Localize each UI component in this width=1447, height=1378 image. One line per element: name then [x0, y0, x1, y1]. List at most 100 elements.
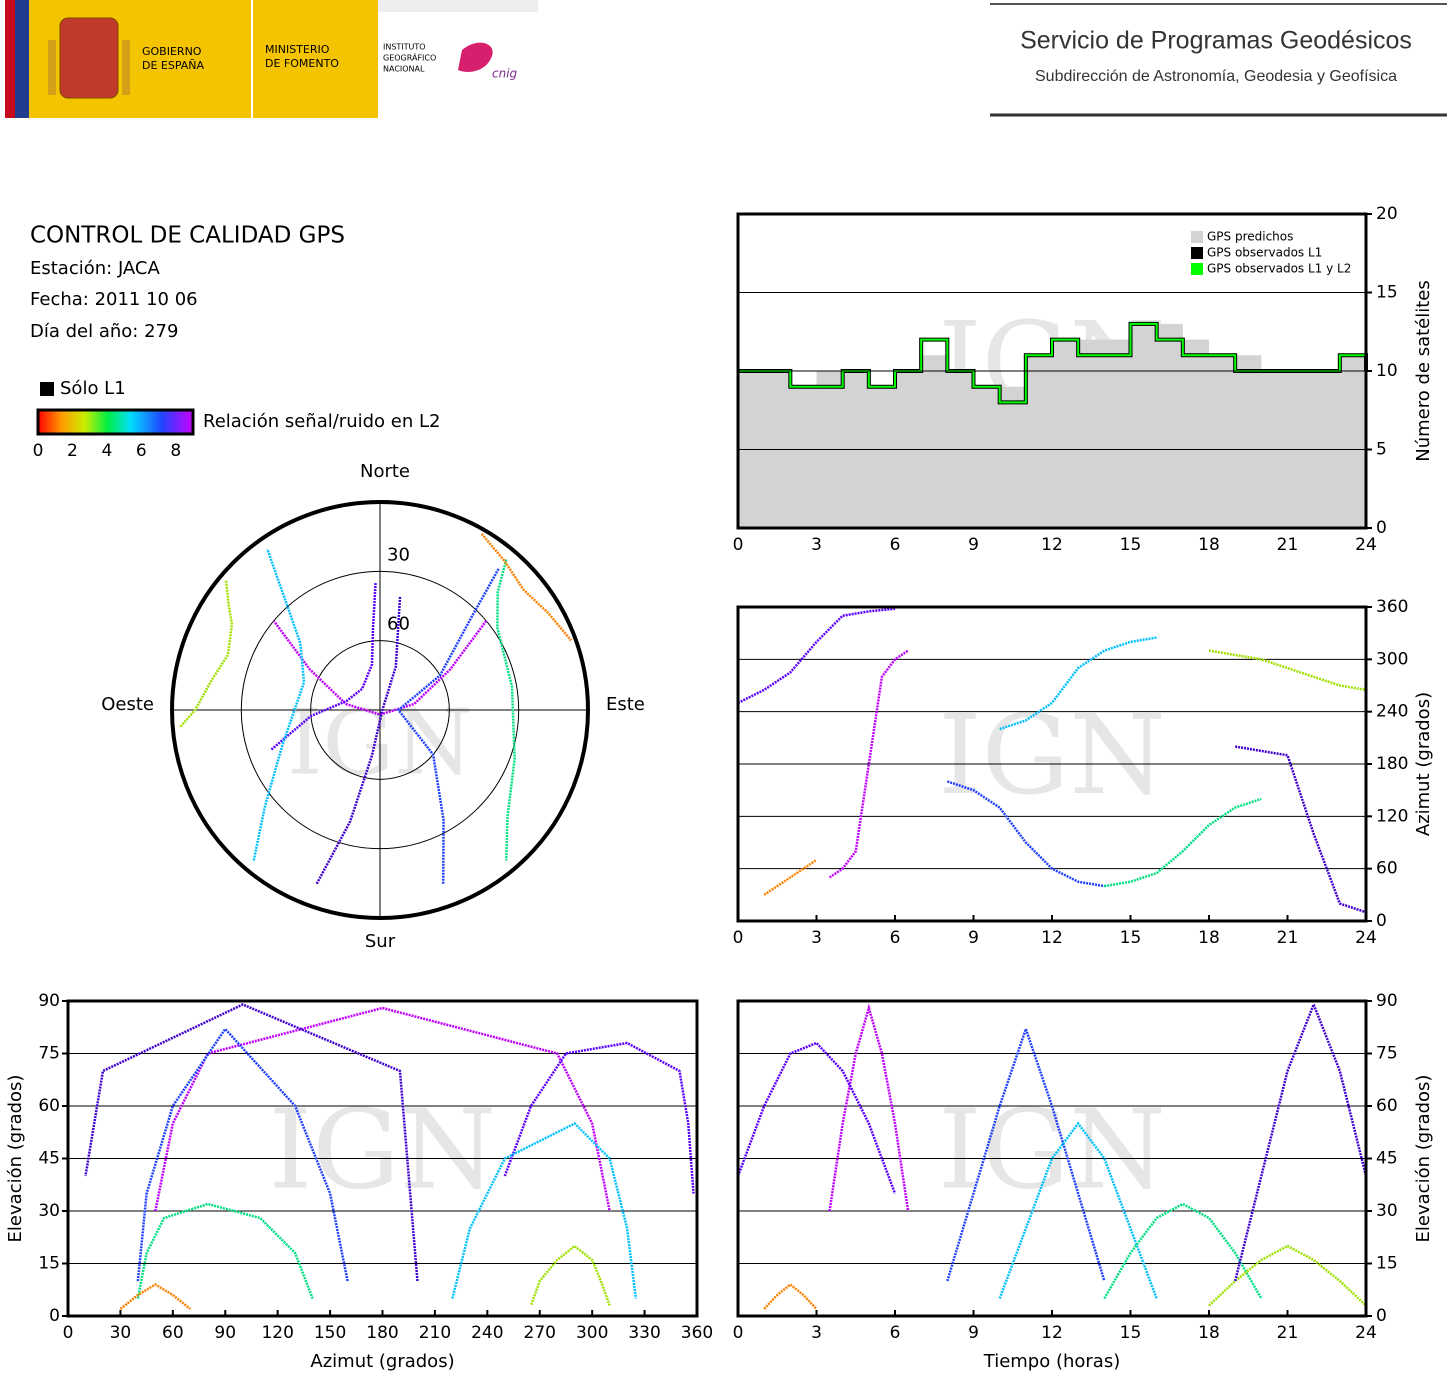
y-axis-label: Elevación (grados) [5, 1075, 26, 1243]
x-tick-label: 21 [1277, 535, 1299, 555]
x-tick-label: 15 [1120, 1323, 1142, 1343]
track [84, 1003, 419, 1282]
x-tick-label: 9 [968, 1323, 979, 1343]
header-subtitle: Subdirección de Astronomía, Geodesia y G… [1035, 68, 1397, 85]
track [737, 607, 896, 705]
x-tick-label: 0 [733, 1323, 744, 1343]
pillar [48, 40, 56, 95]
watermark: IGN [269, 1085, 497, 1213]
x-axis-label: Azimut (grados) [310, 1351, 454, 1372]
direction-label: Norte [360, 461, 410, 482]
y-tick-label: 20 [1376, 204, 1398, 224]
info-line: Estación: JACA [30, 258, 161, 279]
logo-text: NACIONAL [383, 65, 425, 74]
y-tick-label: 0 [1376, 518, 1387, 538]
plot-frame [66, 999, 699, 1318]
x-tick-label: 24 [1355, 928, 1377, 948]
colorbar-tick: 8 [170, 441, 181, 461]
y-tick-label: 15 [38, 1254, 60, 1274]
pillar [122, 40, 130, 95]
x-tick-label: 180 [366, 1323, 398, 1343]
logo-text: INSTITUTO [383, 43, 426, 52]
x-tick-label: 3 [811, 535, 822, 555]
x-tick-label: 21 [1277, 1323, 1299, 1343]
logo-text: GOBIERNO [142, 45, 202, 58]
plot-frame [736, 212, 1368, 530]
logo-strip [378, 0, 538, 12]
x-tick-label: 15 [1120, 535, 1142, 555]
track [1104, 797, 1262, 888]
track [998, 1121, 1158, 1299]
x-tick-label: 90 [214, 1323, 236, 1343]
track [136, 1202, 314, 1299]
track [270, 582, 377, 751]
x-tick-label: 6 [890, 1323, 901, 1343]
plot-frame [736, 999, 1368, 1318]
legend-label: Sólo L1 [60, 378, 126, 399]
y-axis-label: Número de satélites [1413, 280, 1434, 462]
flag-blue [15, 0, 29, 118]
x-tick-label: 210 [419, 1323, 451, 1343]
charts: 02468IGN0510152003691215182124Número de … [5, 204, 1434, 1372]
y-tick-label: 360 [1376, 597, 1408, 617]
track [252, 548, 306, 861]
y-tick-label: 75 [38, 1044, 60, 1064]
y-tick-label: 60 [1376, 859, 1398, 879]
colorbar-tick: 2 [67, 441, 78, 461]
track [396, 567, 500, 884]
x-tick-label: 240 [471, 1323, 503, 1343]
track [763, 1282, 818, 1310]
flag-red [5, 0, 15, 118]
direction-label: Oeste [101, 694, 154, 715]
x-tick-label: 150 [314, 1323, 346, 1343]
plot-frame [736, 605, 1368, 923]
x-tick-label: 21 [1277, 928, 1299, 948]
y-tick-label: 180 [1376, 754, 1408, 774]
x-tick-label: 0 [63, 1323, 74, 1343]
x-tick-label: 12 [1041, 928, 1063, 948]
ring-label: 30 [387, 544, 410, 565]
y-tick-label: 300 [1376, 649, 1408, 669]
legend-label: GPS observados L1 [1207, 246, 1322, 260]
track [136, 1026, 349, 1282]
x-axis-label: Tiempo (horas) [983, 1351, 1121, 1372]
y-tick-label: 30 [38, 1201, 60, 1221]
track [946, 1025, 1106, 1282]
y-tick-label: 75 [1376, 1044, 1398, 1064]
x-tick-label: 120 [261, 1323, 293, 1343]
horizon [170, 500, 590, 920]
track [451, 1121, 638, 1299]
x-tick-label: 360 [681, 1323, 713, 1343]
y-tick-label: 90 [38, 991, 60, 1011]
track [763, 858, 818, 896]
track [999, 636, 1157, 731]
track [272, 620, 488, 716]
y-tick-label: 60 [38, 1096, 60, 1116]
x-tick-label: 15 [1120, 928, 1142, 948]
logo-text: DE ESPAÑA [142, 59, 205, 72]
y-tick-label: 45 [1376, 1149, 1398, 1169]
legend-swatch [1191, 231, 1203, 243]
x-tick-label: 9 [968, 535, 979, 555]
track [946, 780, 1105, 888]
track [736, 1041, 897, 1194]
ring [240, 570, 520, 850]
y-tick-label: 30 [1376, 1201, 1398, 1221]
logo-text: MINISTERIO [265, 43, 330, 56]
track [1208, 1244, 1367, 1307]
track [1208, 649, 1367, 692]
y-tick-label: 10 [1376, 361, 1398, 381]
x-tick-label: 6 [890, 535, 901, 555]
x-tick-label: 3 [811, 928, 822, 948]
y-tick-label: 15 [1376, 1254, 1398, 1274]
direction-label: Este [606, 694, 645, 715]
track [178, 580, 234, 729]
x-tick-label: 18 [1198, 535, 1220, 555]
x-tick-label: 0 [733, 928, 744, 948]
x-tick-label: 12 [1041, 1323, 1063, 1343]
legend-label: GPS predichos [1207, 230, 1293, 244]
y-tick-label: 0 [49, 1306, 60, 1326]
x-tick-label: 30 [110, 1323, 132, 1343]
